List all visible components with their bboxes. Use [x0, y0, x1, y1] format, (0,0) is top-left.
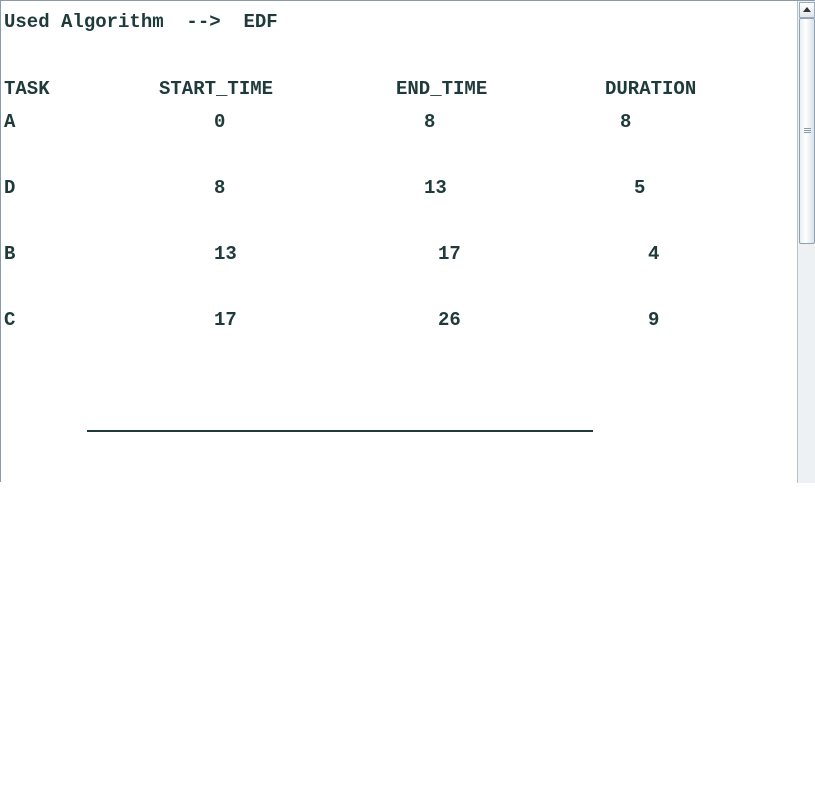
duration-cell: 4 [648, 243, 660, 265]
scroll-thumb[interactable] [799, 18, 815, 244]
task-cell: C [4, 309, 16, 331]
task-cell: B [4, 243, 16, 265]
column-header-duration: DURATION [605, 78, 697, 100]
output-window: Used Algorithm --> EDF TASK START_TIME E… [0, 0, 815, 483]
scroll-up-button[interactable] [799, 2, 815, 18]
vertical-scrollbar[interactable] [797, 1, 815, 483]
end-time-cell: 17 [438, 243, 461, 265]
end-time-cell: 26 [438, 309, 461, 331]
start-time-cell: 17 [214, 309, 237, 331]
task-cell: A [4, 111, 16, 133]
algorithm-line: Used Algorithm --> EDF [4, 11, 278, 33]
duration-cell: 5 [634, 177, 646, 199]
horizontal-rule [87, 430, 593, 432]
start-time-cell: 8 [214, 177, 226, 199]
column-header-end-time: END_TIME [396, 78, 488, 100]
start-time-cell: 0 [214, 111, 226, 133]
duration-cell: 9 [648, 309, 660, 331]
output-text-area[interactable]: Used Algorithm --> EDF TASK START_TIME E… [1, 1, 797, 483]
end-time-cell: 13 [424, 177, 447, 199]
arrow-up-icon [803, 7, 811, 12]
start-time-cell: 13 [214, 243, 237, 265]
duration-cell: 8 [620, 111, 632, 133]
end-time-cell: 8 [424, 111, 436, 133]
column-header-start-time: START_TIME [159, 78, 274, 100]
task-cell: D [4, 177, 16, 199]
column-header-task: TASK [4, 78, 50, 100]
